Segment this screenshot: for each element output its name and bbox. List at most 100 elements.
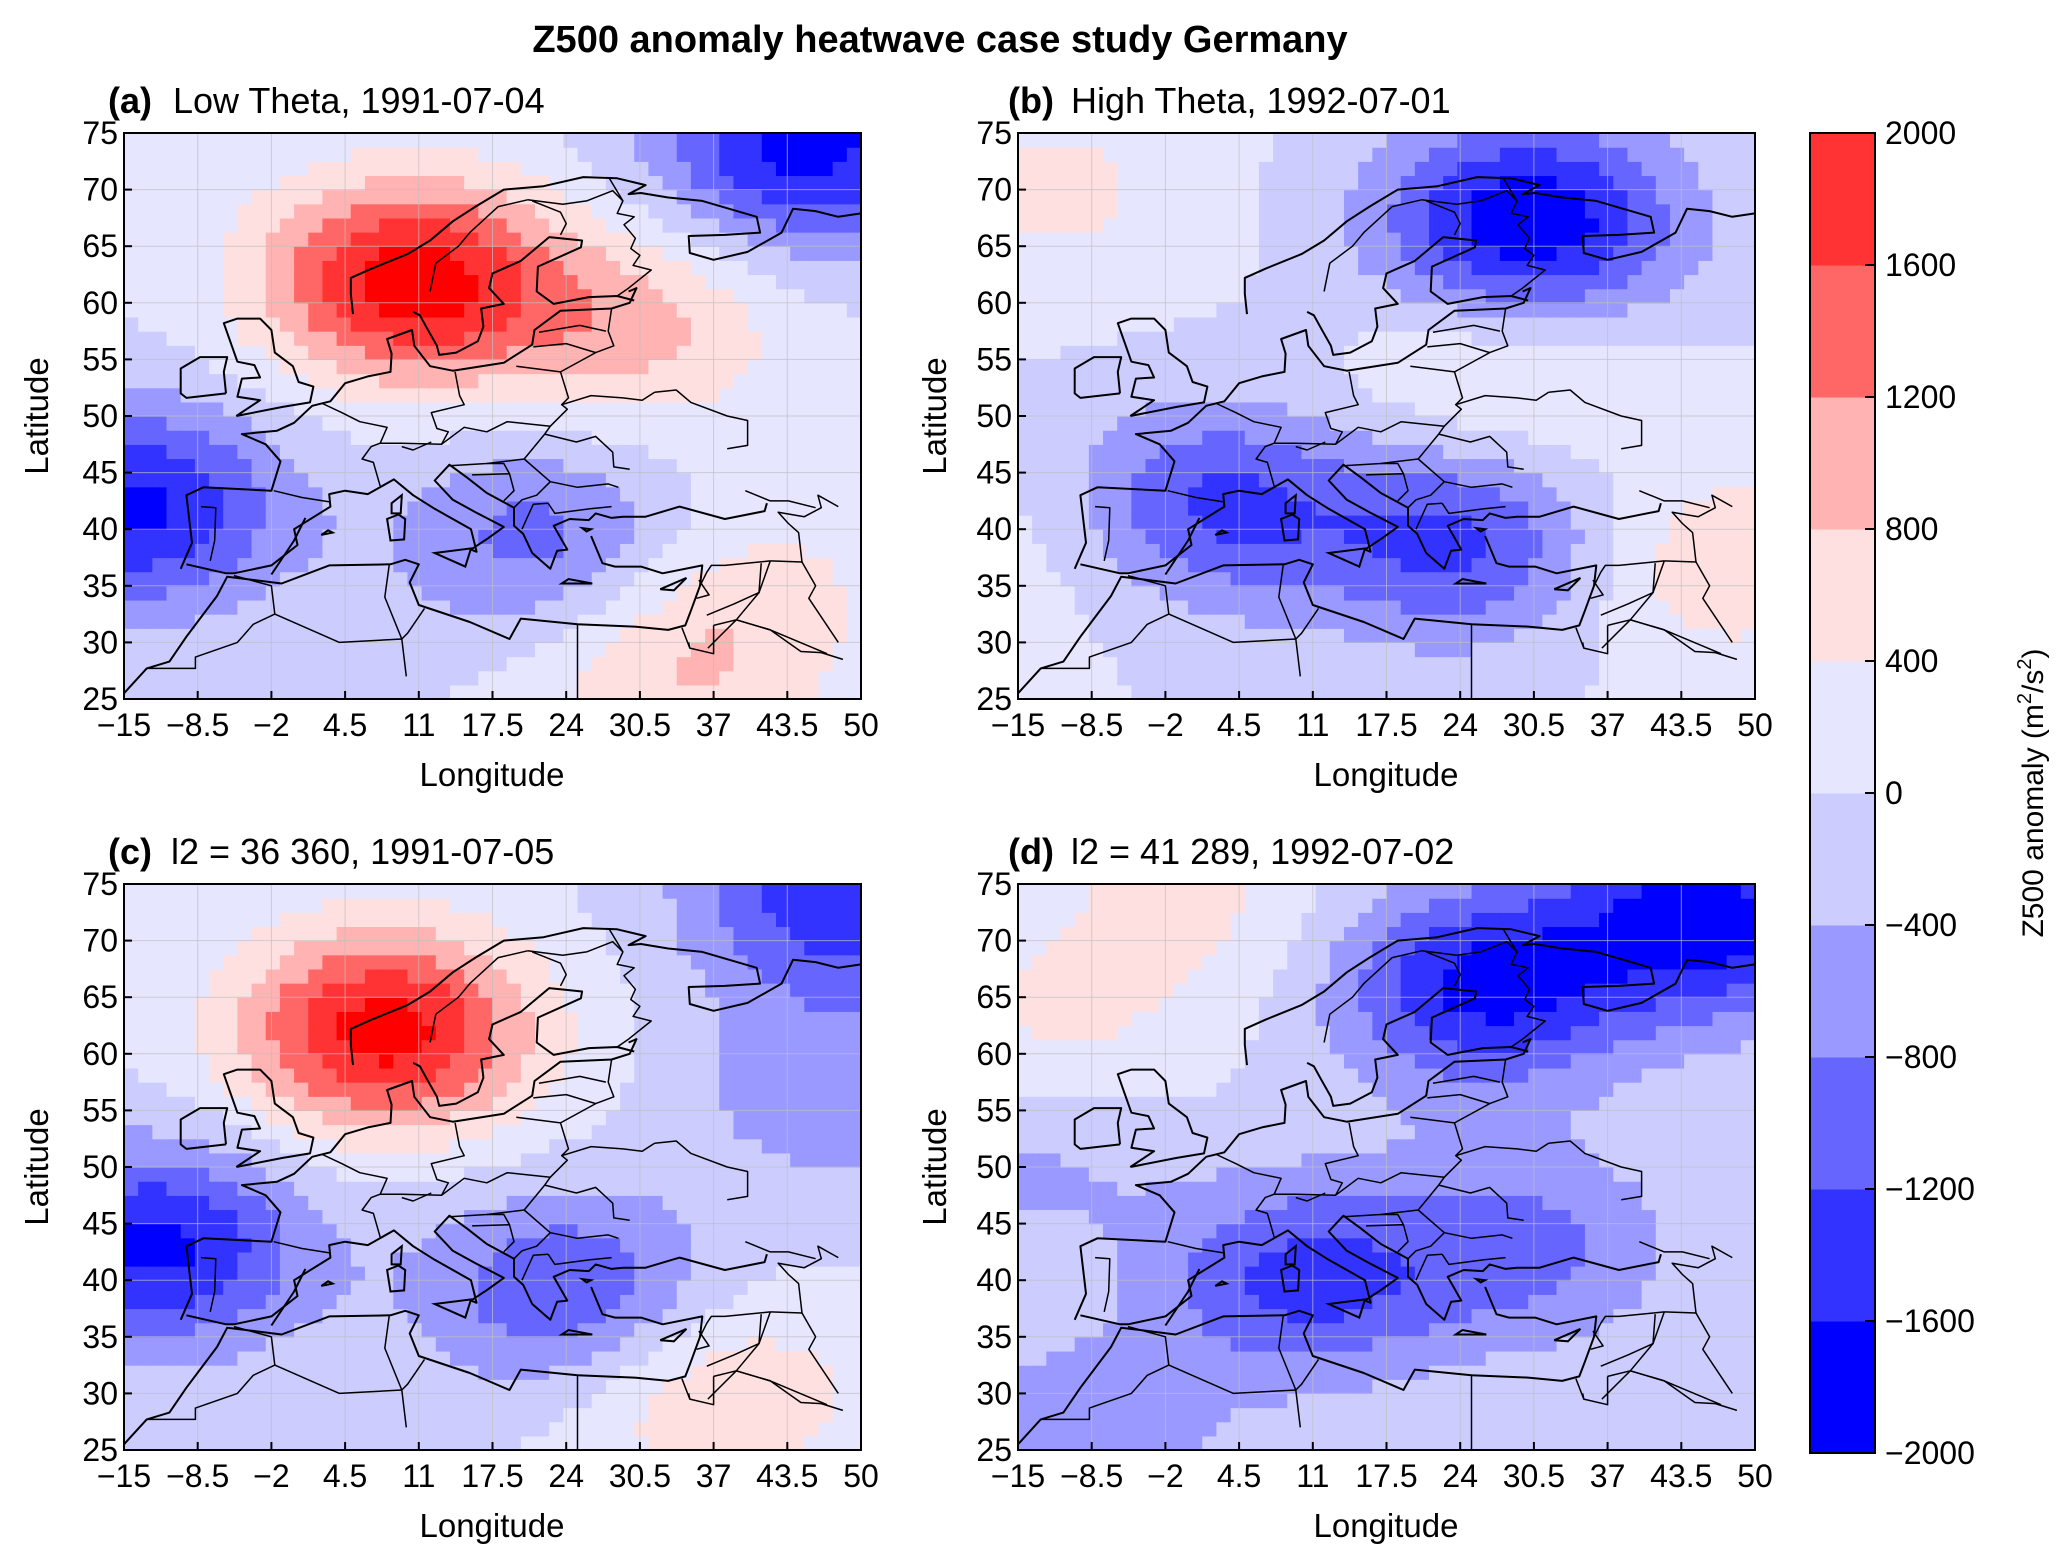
heatmap-cell bbox=[1188, 302, 1203, 318]
heatmap-cell bbox=[648, 585, 664, 601]
heatmap-cell bbox=[549, 161, 564, 177]
heatmap-cell bbox=[1258, 599, 1274, 615]
heatmap-cell bbox=[1712, 543, 1728, 559]
heatmap-cell bbox=[676, 147, 692, 162]
heatmap-cell bbox=[1060, 387, 1076, 403]
heatmap-cell bbox=[1145, 628, 1161, 643]
heatmap-cell bbox=[648, 373, 664, 389]
heatmap-cell bbox=[1358, 373, 1373, 389]
heatmap-cell bbox=[223, 614, 238, 629]
heatmap-cell bbox=[1528, 656, 1543, 672]
heatmap-cell bbox=[265, 1110, 281, 1126]
heatmap-cell bbox=[1542, 444, 1558, 460]
heatmap-cell bbox=[1712, 500, 1728, 516]
heatmap-cell bbox=[124, 288, 139, 304]
heatmap-cell bbox=[223, 1350, 238, 1366]
heatmap-cell bbox=[1032, 373, 1047, 389]
heatmap-cell bbox=[1570, 316, 1586, 332]
x-tick-label: 11 bbox=[1296, 707, 1329, 743]
heatmap-cell bbox=[1202, 656, 1218, 672]
heatmap-cell bbox=[1060, 161, 1076, 177]
heatmap-cell bbox=[648, 486, 664, 502]
heatmap-cell bbox=[563, 401, 579, 417]
heatmap-cell bbox=[705, 585, 720, 601]
heatmap-cell bbox=[421, 217, 437, 233]
heatmap-cell bbox=[152, 387, 168, 403]
heatmap-cell bbox=[1301, 217, 1317, 233]
heatmap-cell bbox=[520, 599, 536, 615]
heatmap-cell bbox=[1514, 161, 1529, 177]
heatmap-cell bbox=[1570, 486, 1586, 502]
heatmap-cell bbox=[1060, 232, 1076, 247]
heatmap-cell bbox=[152, 1082, 168, 1097]
heatmap-cell bbox=[209, 912, 224, 928]
heatmap-cell bbox=[1556, 529, 1572, 544]
heatmap-cell bbox=[322, 359, 338, 375]
heatmap-cell bbox=[223, 1011, 238, 1027]
heatmap-cell bbox=[308, 1181, 324, 1196]
heatmap-cell bbox=[166, 260, 182, 276]
heatmap-cell bbox=[223, 458, 238, 474]
heatmap-cell bbox=[1315, 401, 1331, 417]
heatmap-cell bbox=[1301, 133, 1317, 148]
heatmap-cell bbox=[1301, 684, 1317, 699]
heatmap-cell bbox=[733, 458, 749, 474]
x-tick-label: 17.5 bbox=[461, 707, 523, 743]
heatmap-cell bbox=[322, 599, 338, 615]
heatmap-cell bbox=[761, 345, 777, 360]
heatmap-cell bbox=[1103, 628, 1118, 643]
heatmap-cell bbox=[577, 486, 593, 502]
heatmap-cell bbox=[1684, 444, 1699, 460]
heatmap-cell bbox=[846, 515, 861, 530]
heatmap-cell bbox=[393, 444, 409, 460]
heatmap-cell bbox=[1556, 670, 1572, 686]
heatmap-cell bbox=[1499, 416, 1515, 431]
heatmap-cell bbox=[421, 614, 437, 629]
heatmap-cell bbox=[1443, 656, 1458, 672]
heatmap-cell bbox=[336, 189, 352, 205]
heatmap-cell bbox=[506, 147, 522, 162]
heatmap-cell bbox=[1655, 599, 1671, 615]
heatmap-cell bbox=[832, 614, 848, 629]
heatmap-cell bbox=[549, 670, 564, 686]
heatmap-cell bbox=[421, 599, 437, 615]
heatmap-cell bbox=[364, 571, 380, 587]
heatmap-cell bbox=[1273, 670, 1288, 686]
heatmap-cell bbox=[1216, 656, 1232, 672]
heatmap-cell bbox=[1287, 614, 1303, 629]
heatmap-cell bbox=[1301, 260, 1317, 276]
heatmap-cell bbox=[237, 274, 253, 290]
heatmap-cell bbox=[1074, 614, 1090, 629]
heatmap-cell bbox=[138, 571, 153, 587]
heatmap-cell bbox=[761, 585, 777, 601]
heatmap-cell bbox=[1429, 642, 1444, 658]
heatmap-cell bbox=[294, 1025, 309, 1041]
heatmap-cell bbox=[1584, 614, 1600, 629]
heatmap-cell bbox=[1386, 288, 1402, 304]
heatmap-cell bbox=[152, 1110, 168, 1126]
heatmap-cell bbox=[1032, 175, 1047, 191]
heatmap-cell bbox=[1514, 416, 1529, 431]
heatmap-cell bbox=[251, 444, 267, 460]
heatmap-cell bbox=[1414, 161, 1430, 177]
heatmap-cell bbox=[152, 543, 168, 559]
heatmap-cell bbox=[1414, 203, 1430, 219]
heatmap-cell bbox=[364, 274, 380, 290]
heatmap-cell bbox=[591, 302, 607, 318]
heatmap-cell bbox=[832, 232, 848, 247]
heatmap-cell bbox=[1584, 232, 1600, 247]
heatmap-cell bbox=[478, 430, 494, 445]
heatmap-cell bbox=[1188, 288, 1203, 304]
heatmap-cell bbox=[464, 430, 479, 445]
heatmap-cell bbox=[506, 599, 522, 615]
heatmap-cell bbox=[1570, 288, 1586, 304]
heatmap-cell bbox=[279, 1350, 295, 1366]
heatmap-cell bbox=[832, 444, 848, 460]
heatmap-cell bbox=[251, 133, 267, 148]
heatmap-cell bbox=[308, 1435, 324, 1450]
heatmap-cell bbox=[1726, 430, 1742, 445]
heatmap-cell bbox=[1514, 133, 1529, 148]
heatmap-cell bbox=[209, 1181, 224, 1196]
heatmap-cell bbox=[1429, 331, 1444, 346]
heatmap-cell bbox=[1726, 543, 1742, 559]
